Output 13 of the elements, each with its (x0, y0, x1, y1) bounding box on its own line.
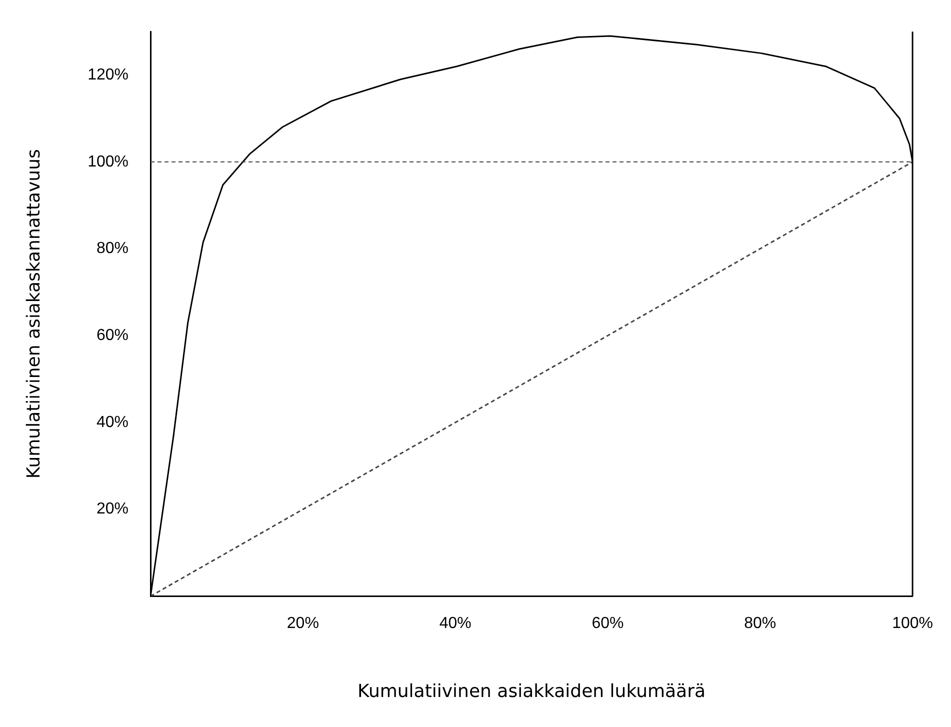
x-tick-label: 40% (439, 615, 472, 632)
x-axis-title: Kumulatiivinen asiakkaiden lukumäärä (358, 680, 706, 702)
y-tick-label: 40% (96, 414, 129, 431)
y-tick-label: 120% (88, 66, 129, 84)
x-tick-label: 60% (592, 615, 624, 632)
y-tick-label: 80% (96, 240, 129, 258)
y-axis-title: Kumulatiivinen asiakaskannattavuus (23, 149, 44, 479)
y-tick-label: 20% (96, 500, 129, 518)
x-tick-label: 100% (892, 615, 933, 632)
x-tick-label: 80% (744, 615, 776, 632)
y-tick-label: 60% (96, 327, 129, 344)
y-tick-label: 100% (88, 153, 129, 170)
x-tick-label: 20% (286, 615, 319, 632)
